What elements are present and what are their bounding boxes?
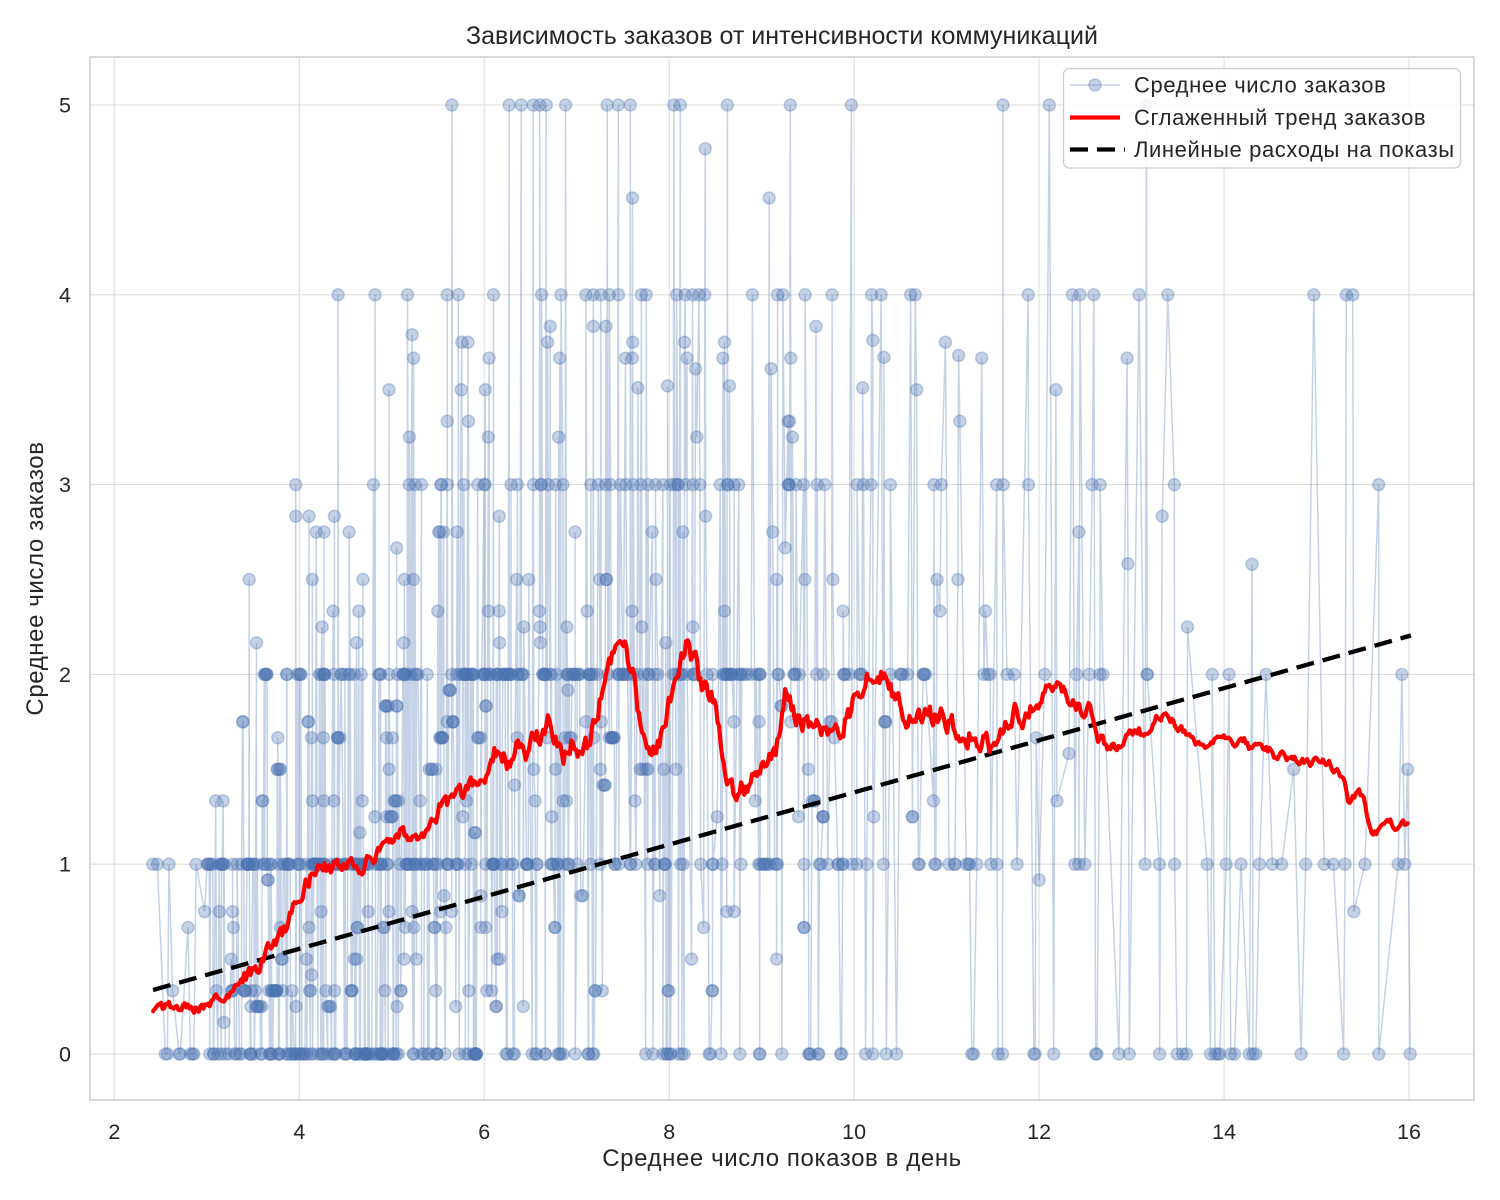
svg-text:4: 4 (59, 283, 71, 307)
svg-text:4: 4 (293, 1120, 305, 1144)
svg-text:5: 5 (59, 94, 71, 118)
svg-text:Среднее число заказов: Среднее число заказов (22, 441, 49, 715)
svg-text:6: 6 (478, 1120, 490, 1144)
svg-text:14: 14 (1212, 1120, 1236, 1144)
svg-text:1: 1 (59, 853, 71, 877)
svg-text:3: 3 (59, 473, 71, 497)
svg-text:10: 10 (842, 1120, 866, 1144)
svg-text:Зависимость заказов от интенси: Зависимость заказов от интенсивности ком… (466, 22, 1098, 50)
svg-text:12: 12 (1027, 1120, 1051, 1144)
svg-text:Линейные расходы на показы: Линейные расходы на показы (1134, 137, 1455, 162)
svg-text:Среднее число заказов: Среднее число заказов (1134, 73, 1386, 98)
svg-text:Среднее число показов в день: Среднее число показов в день (602, 1145, 962, 1172)
svg-text:Сглаженный тренд заказов: Сглаженный тренд заказов (1134, 105, 1426, 130)
svg-text:2: 2 (108, 1120, 120, 1144)
svg-text:0: 0 (59, 1043, 71, 1067)
svg-text:2: 2 (59, 663, 71, 687)
svg-text:8: 8 (663, 1120, 675, 1144)
svg-text:16: 16 (1397, 1120, 1421, 1144)
